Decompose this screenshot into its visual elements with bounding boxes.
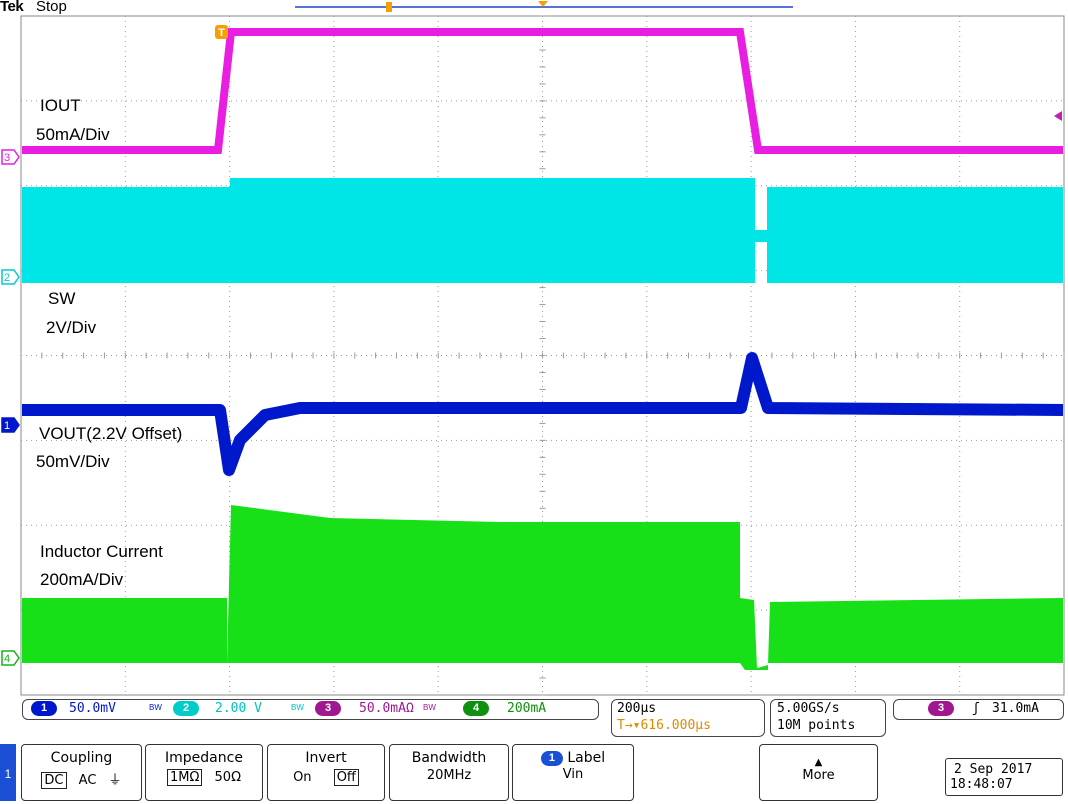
vout-scale: 50mV/Div	[36, 452, 110, 471]
impedance-1m-option[interactable]: 1MΩ	[166, 769, 203, 786]
ch1-vout-trace	[22, 352, 1064, 476]
trigger-readout[interactable]: 3 ʃ 31.0mA	[893, 699, 1064, 720]
record-length: 10M points	[777, 718, 856, 733]
ch1-marker-label: 1	[4, 420, 10, 432]
ch3-scale-value: 50.0mAΩ	[359, 701, 414, 716]
ch1-scale-value: 50.0mV	[69, 701, 116, 716]
trigger-marker-label: T	[218, 27, 225, 39]
ch4-ground-marker	[1, 650, 20, 666]
acquisition-state: Stop	[36, 0, 67, 15]
trigger-slope-icon: ʃ	[972, 701, 980, 716]
ch2-sw-trace	[22, 178, 1063, 283]
more-button[interactable]: ▲ More	[759, 744, 878, 801]
impedance-50-option[interactable]: 50Ω	[214, 770, 242, 785]
ch3-readout[interactable]: 3	[315, 701, 341, 716]
ch1-badge: 1	[31, 701, 57, 716]
ch3-iout-trace	[22, 28, 1063, 154]
invert-off-option[interactable]: Off	[333, 769, 359, 786]
ch4-readout[interactable]: 4	[463, 701, 489, 716]
ch4-scale-value: 200mA	[507, 701, 547, 716]
trigger-level-marker	[1054, 111, 1062, 121]
invert-on-option[interactable]: On	[293, 770, 312, 785]
ch4-marker-label: 4	[4, 653, 10, 665]
trigger-position-value: T→▾616.000µs	[617, 718, 711, 733]
impedance-title: Impedance	[165, 750, 243, 766]
ch2-marker-label: 2	[4, 272, 10, 284]
ch4-badge: 4	[463, 701, 489, 716]
impedance-button[interactable]: Impedance 1MΩ 50Ω	[145, 744, 263, 801]
label-title: Label	[567, 750, 606, 766]
trigger-position-marker	[215, 25, 228, 39]
ch1-readout[interactable]: 1	[31, 701, 57, 716]
inductor-current-label: Inductor Current	[40, 542, 163, 561]
trigger-source: 3	[928, 701, 954, 716]
label-value: Vin	[562, 767, 584, 782]
invert-button[interactable]: Invert On Off	[267, 744, 385, 801]
expansion-point-marker	[538, 1, 548, 7]
ch2-ground-marker	[1, 269, 20, 285]
ch3-bw-icon: BW	[423, 703, 436, 712]
more-arrow-icon: ▲	[814, 757, 823, 768]
label-channel-badge: 1	[540, 750, 563, 766]
trigger-level: 31.0mA	[992, 701, 1039, 716]
ch2-badge: 2	[173, 701, 199, 716]
brand-logo: Tek	[0, 0, 24, 15]
acquisition-readout[interactable]: 5.00GS/s 10M points	[770, 699, 886, 737]
waveform-display: T 3 2 1 4	[1, 1, 1065, 696]
date-value: 2 Sep 2017	[954, 762, 1033, 777]
invert-title: Invert	[305, 750, 347, 766]
datetime-display: 2 Sep 2017 18:48:07	[945, 758, 1063, 796]
menu-channel-tab[interactable]: 1	[0, 744, 16, 801]
ch4-inductor-current-trace	[22, 505, 1063, 670]
channel-readout-bar[interactable]: 1 50.0mV BW 2 2.00 V BW 3 50.0mAΩ BW 4 2…	[22, 699, 599, 720]
inductor-current-scale: 200mA/Div	[40, 570, 124, 589]
record-trigger-marker	[386, 2, 392, 12]
ch3-marker-label: 3	[4, 152, 10, 164]
ch1-ground-marker	[1, 417, 20, 433]
ch2-readout[interactable]: 2	[173, 701, 199, 716]
iout-scale: 50mA/Div	[36, 125, 110, 144]
bandwidth-title: Bandwidth	[411, 750, 487, 766]
more-title: More	[802, 768, 835, 783]
bandwidth-value: 20MHz	[426, 768, 472, 783]
time-value: 18:48:07	[950, 777, 1013, 792]
ground-icon[interactable]: ⏚	[108, 773, 122, 788]
trigger-source-badge: 3	[928, 701, 954, 716]
ch1-bw-icon: BW	[149, 703, 162, 712]
ch2-scale-value: 2.00 V	[215, 701, 262, 716]
sw-label: SW	[48, 289, 76, 308]
sample-rate: 5.00GS/s	[777, 701, 840, 716]
coupling-dc-option[interactable]: DC	[41, 772, 67, 789]
ch3-badge: 3	[315, 701, 341, 716]
timebase-value: 200µs	[617, 701, 657, 716]
sw-scale: 2V/Div	[46, 318, 97, 337]
timebase-readout[interactable]: 200µs T→▾616.000µs	[611, 699, 765, 737]
ch2-bw-icon: BW	[291, 703, 304, 712]
bandwidth-button[interactable]: Bandwidth 20MHz	[389, 744, 509, 801]
ch3-ground-marker	[1, 149, 20, 165]
iout-label: IOUT	[40, 96, 81, 115]
label-button[interactable]: 1 Label Vin	[512, 744, 634, 801]
coupling-title: Coupling	[50, 750, 113, 766]
coupling-button[interactable]: Coupling DC AC ⏚	[21, 744, 142, 801]
vout-label: VOUT(2.2V Offset)	[39, 424, 183, 443]
coupling-ac-option[interactable]: AC	[78, 773, 97, 788]
